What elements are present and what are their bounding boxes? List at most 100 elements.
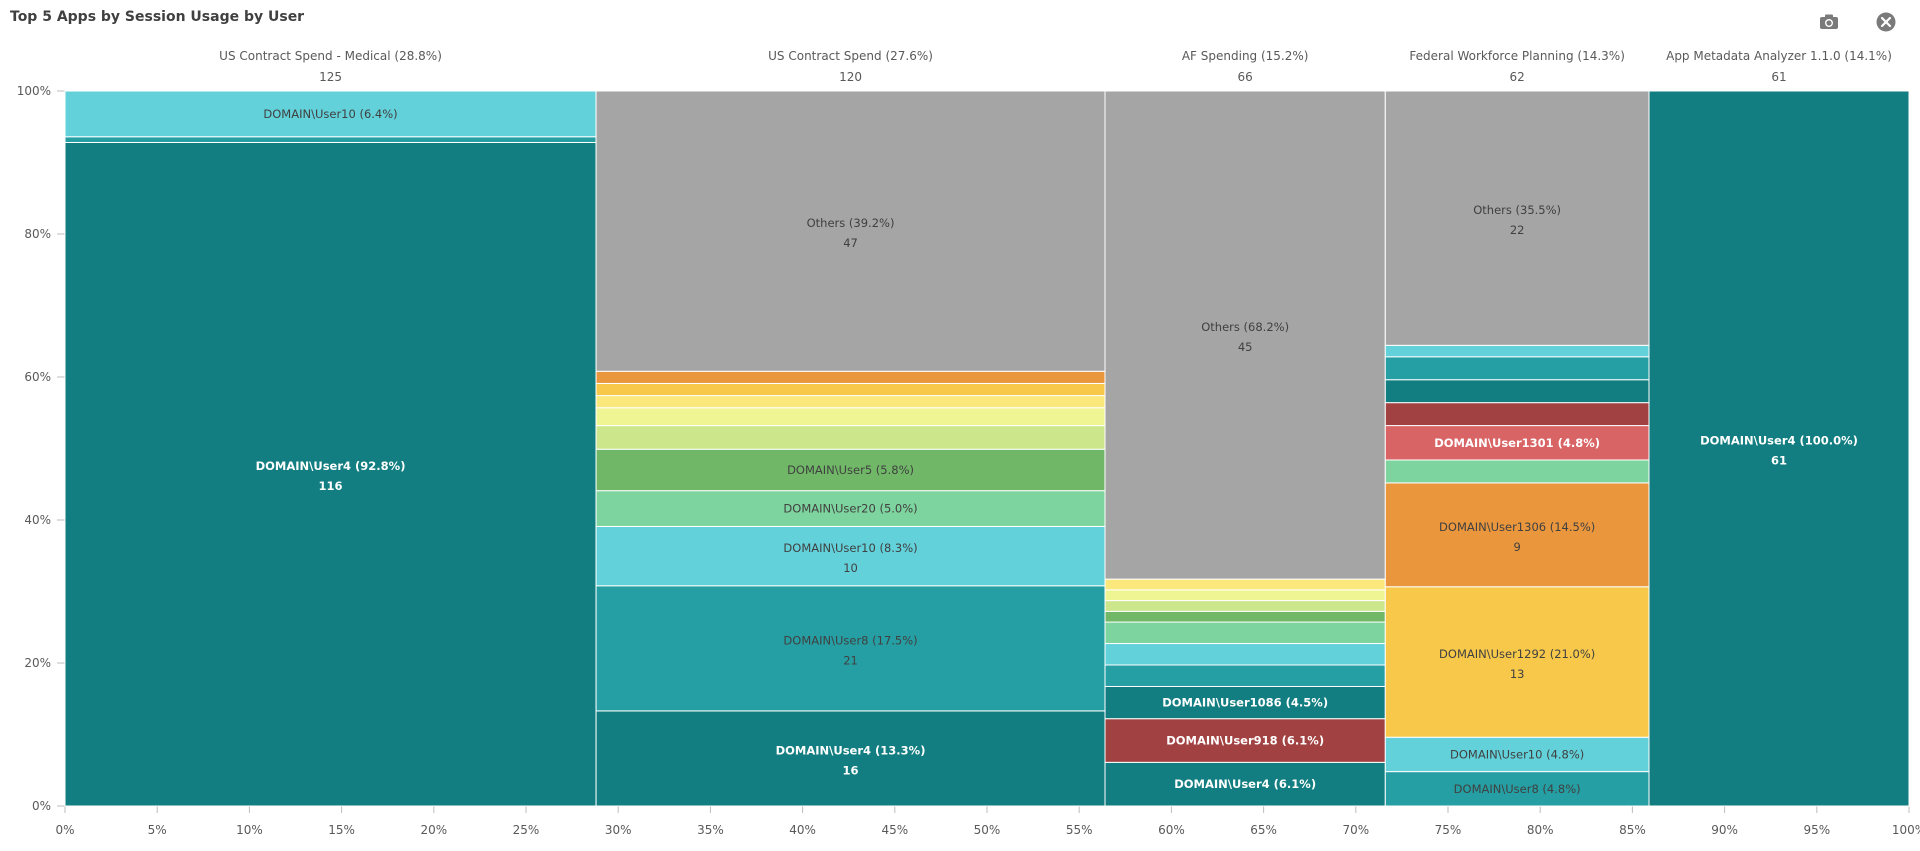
- bar-segment[interactable]: [1104, 685, 1386, 720]
- y-tick-label: 0%: [32, 799, 51, 813]
- bar-segment[interactable]: [1648, 90, 1910, 807]
- column-header-name: US Contract Spend - Medical (28.8%): [219, 49, 442, 63]
- column-header-total: 125: [319, 70, 342, 84]
- x-tick-label: 25%: [513, 823, 540, 837]
- x-tick-label: 40%: [789, 823, 816, 837]
- segment-value: 22: [1510, 223, 1525, 237]
- bar-segment[interactable]: [595, 425, 1106, 450]
- segment-label: DOMAIN\User918 (6.1%): [1166, 734, 1324, 748]
- plot-area: DOMAIN\User4 (92.8%) 116 DOMAIN\User10 (6.…: [64, 90, 1910, 807]
- bar-segment[interactable]: [595, 90, 1106, 372]
- bar-segment[interactable]: [1104, 600, 1386, 612]
- bar-segment[interactable]: [1384, 344, 1650, 358]
- bar-segment[interactable]: [1384, 356, 1650, 381]
- y-tick-label: 60%: [24, 370, 51, 384]
- bar-segment[interactable]: [64, 141, 597, 807]
- segment-value: 21: [843, 653, 858, 667]
- x-tick-label: 50%: [974, 823, 1001, 837]
- bar-segment[interactable]: [1104, 643, 1386, 666]
- segment-value: 61: [1771, 454, 1787, 468]
- segment-value: 45: [1238, 340, 1253, 354]
- x-tick-label: 30%: [605, 823, 632, 837]
- bar-segment[interactable]: [1384, 402, 1650, 427]
- bar-segment[interactable]: [64, 136, 597, 143]
- x-tick-label: 85%: [1619, 823, 1646, 837]
- segment-label: DOMAIN\User4 (6.1%): [1174, 777, 1316, 791]
- column-header-total: 120: [839, 70, 862, 84]
- close-icon[interactable]: [1874, 10, 1898, 34]
- x-tick-label: 100%: [1892, 823, 1920, 837]
- bar-segment[interactable]: [595, 370, 1106, 384]
- column-header-name: AF Spending (15.2%): [1182, 49, 1309, 63]
- segment-label: DOMAIN\User4 (100.0%): [1700, 434, 1858, 448]
- segment-value: 10: [843, 561, 858, 575]
- x-tick-label: 35%: [697, 823, 724, 837]
- x-tick-label: 65%: [1250, 823, 1277, 837]
- bar-segment[interactable]: [1384, 459, 1650, 484]
- bar-segment[interactable]: [1104, 90, 1386, 580]
- bar-segment[interactable]: [1104, 761, 1386, 807]
- bar-segment[interactable]: [64, 90, 597, 138]
- x-tick-label: 15%: [328, 823, 355, 837]
- segment-label: DOMAIN\User1086 (4.5%): [1162, 696, 1328, 710]
- bar-segment[interactable]: [1104, 621, 1386, 645]
- x-tick-label: 90%: [1711, 823, 1738, 837]
- segment-label: DOMAIN\User8 (4.8%): [1454, 782, 1581, 796]
- bar-segment[interactable]: [595, 525, 1106, 587]
- column-header-total: 62: [1510, 70, 1525, 84]
- segment-label: DOMAIN\User4 (92.8%): [256, 459, 406, 473]
- column-header-name: US Contract Spend (27.6%): [768, 49, 933, 63]
- bar-segment[interactable]: [1384, 586, 1650, 738]
- segment-label: Others (68.2%): [1201, 320, 1289, 334]
- bar-segment[interactable]: [595, 382, 1106, 397]
- segment-label: DOMAIN\User1292 (21.0%): [1439, 647, 1595, 661]
- bar-segment[interactable]: [1384, 425, 1650, 461]
- bar-segment[interactable]: [595, 710, 1106, 807]
- segment-value: 13: [1510, 667, 1525, 681]
- x-tick-label: 5%: [148, 823, 167, 837]
- segment-value: 9: [1513, 540, 1520, 554]
- x-tick-label: 75%: [1435, 823, 1462, 837]
- column-header-name: Federal Workforce Planning (14.3%): [1409, 49, 1624, 63]
- bar-segment[interactable]: [1104, 718, 1386, 763]
- segment-label: DOMAIN\User5 (5.8%): [787, 463, 914, 477]
- segment-label: DOMAIN\User10 (6.4%): [263, 107, 397, 121]
- x-tick-label: 95%: [1803, 823, 1830, 837]
- segment-label: DOMAIN\User1301 (4.8%): [1434, 436, 1600, 450]
- x-tick-label: 80%: [1527, 823, 1554, 837]
- y-tick-label: 20%: [24, 656, 51, 670]
- x-tick-label: 70%: [1342, 823, 1369, 837]
- segment-value: 47: [843, 236, 858, 250]
- x-tick-label: 45%: [881, 823, 908, 837]
- chart-title: Top 5 Apps by Session Usage by User: [10, 9, 305, 25]
- bar-segment[interactable]: [1384, 482, 1650, 588]
- bar-segment[interactable]: [595, 490, 1106, 527]
- x-axis: 0% 5% 10% 15% 20% 25% 30% 35% 40% 45% 50% 55% 60% 65%…: [55, 805, 1920, 837]
- bar-segment[interactable]: [1384, 736, 1650, 773]
- column-header-total: 61: [1771, 70, 1786, 84]
- segment-label: DOMAIN\User8 (17.5%): [783, 633, 917, 647]
- bar-segment[interactable]: [595, 585, 1106, 712]
- bar-segment[interactable]: [595, 395, 1106, 409]
- y-tick-label: 100%: [17, 84, 51, 98]
- segment-label: DOMAIN\User4 (13.3%): [776, 743, 926, 757]
- bar-segment[interactable]: [1104, 589, 1386, 602]
- bar-segment[interactable]: [1384, 379, 1650, 404]
- segment-value: 16: [843, 763, 859, 777]
- bar-segment[interactable]: [1104, 578, 1386, 591]
- bar-segment[interactable]: [1104, 664, 1386, 687]
- x-tick-label: 10%: [236, 823, 263, 837]
- bar-segment[interactable]: [1104, 610, 1386, 623]
- bar-segment[interactable]: [1384, 90, 1650, 346]
- x-tick-label: 0%: [55, 823, 74, 837]
- segment-label: Others (35.5%): [1473, 203, 1561, 217]
- bar-segment[interactable]: [595, 448, 1106, 492]
- segment-value: 116: [319, 479, 343, 493]
- segment-label: DOMAIN\User10 (4.8%): [1450, 747, 1584, 761]
- segment-label: Others (39.2%): [807, 216, 895, 230]
- bar-segment[interactable]: [1384, 771, 1650, 807]
- camera-icon[interactable]: [1817, 10, 1841, 34]
- segment-label: DOMAIN\User10 (8.3%): [783, 541, 917, 555]
- bar-segment[interactable]: [595, 407, 1106, 427]
